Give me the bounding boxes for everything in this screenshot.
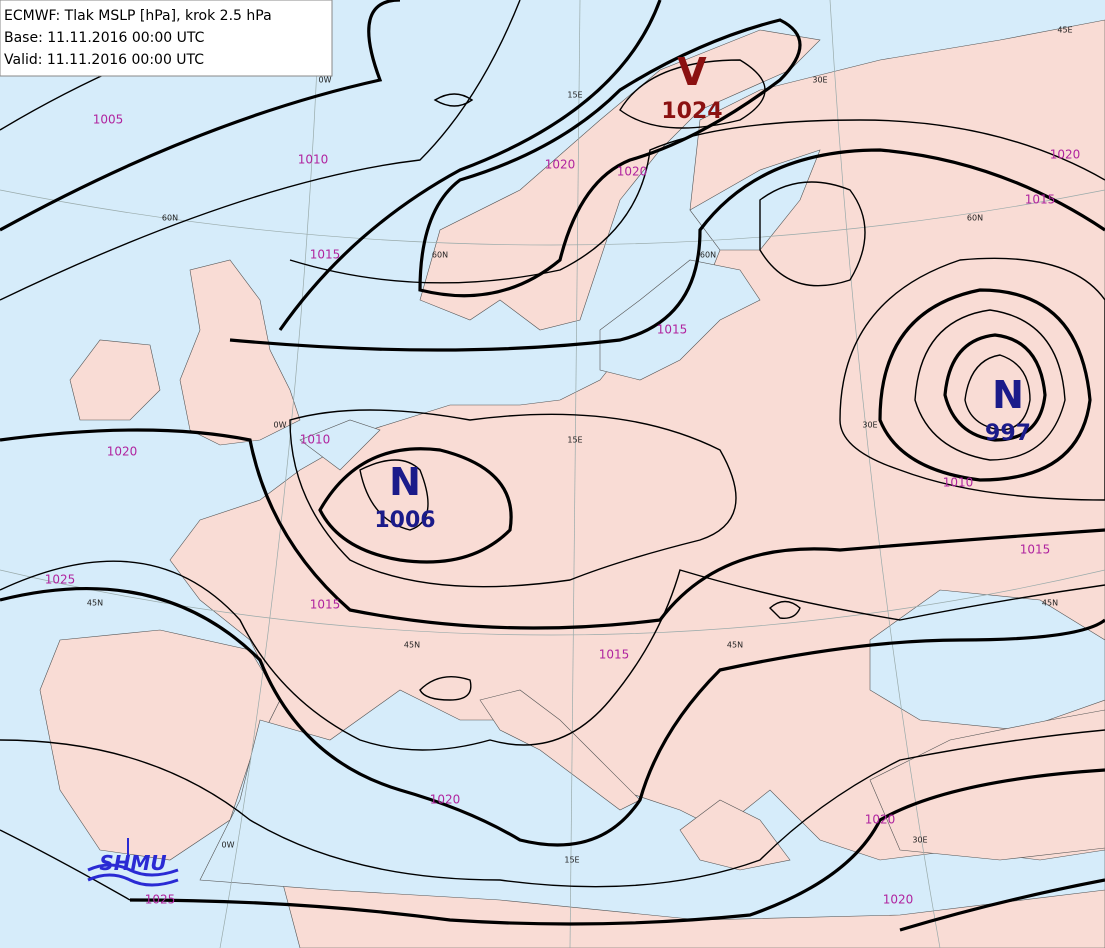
isobar-label: 1020 (617, 165, 648, 179)
isobar-label: 1015 (310, 598, 341, 612)
isobar-label: 1020 (430, 793, 461, 807)
grid-label: 0W (319, 76, 332, 85)
grid-label: 45N (727, 641, 743, 650)
center-symbol: N (389, 460, 421, 504)
grid-label: 15E (564, 856, 579, 865)
center-value: 1024 (661, 99, 722, 124)
grid-label: 0W (222, 841, 235, 850)
center-value: 997 (985, 421, 1031, 446)
isobar-label: 1015 (310, 248, 341, 262)
grid-label: 45N (404, 641, 420, 650)
grid-label: 0W (274, 421, 287, 430)
grid-label: 45E (1057, 26, 1072, 35)
isobar-label: 1015 (1025, 193, 1056, 207)
grid-label: 45N (1042, 599, 1058, 608)
logo-text: SHMU (99, 851, 166, 875)
isobar-label: 1020 (865, 813, 896, 827)
center-value: 1006 (374, 508, 435, 533)
isobar-label: 1020 (883, 893, 914, 907)
header-box (0, 0, 333, 77)
header-line: Valid: 11.11.2016 00:00 UTC (4, 52, 204, 68)
isobar-label: 1020 (107, 445, 138, 459)
grid-label: 30E (812, 76, 827, 85)
grid-label: 30E (912, 836, 927, 845)
logo: SHMU (87, 838, 179, 887)
grid-label: 60N (967, 214, 983, 223)
isobar-label: 1015 (599, 648, 630, 662)
seas (199, 149, 1105, 921)
grid-label: 45N (87, 599, 103, 608)
header-line: ECMWF: Tlak MSLP [hPa], krok 2.5 hPa (4, 8, 272, 24)
isobar-label: 1025 (145, 893, 176, 907)
isobar-label: 1015 (657, 323, 688, 337)
grid-label: 30E (862, 421, 877, 430)
center-symbol: N (992, 373, 1024, 417)
grid-label: 60N (432, 251, 448, 260)
isobar-label: 1015 (1020, 543, 1051, 557)
isobar-label: 1020 (545, 158, 576, 172)
isobar-label: 1010 (300, 433, 331, 447)
isobar-label: 1010 (298, 153, 329, 167)
grid-label: 60N (162, 214, 178, 223)
isobar-label: 1020 (1050, 148, 1081, 162)
grid-label: 60N (700, 251, 716, 260)
center-symbol: V (677, 50, 707, 94)
isobar-label: 1025 (45, 573, 76, 587)
grid-label: 15E (567, 91, 582, 100)
isobar-label: 1005 (93, 113, 124, 127)
isobar-label: 1010 (943, 476, 974, 490)
grid-label: 15E (567, 436, 582, 445)
header-line: Base: 11.11.2016 00:00 UTC (4, 30, 205, 46)
